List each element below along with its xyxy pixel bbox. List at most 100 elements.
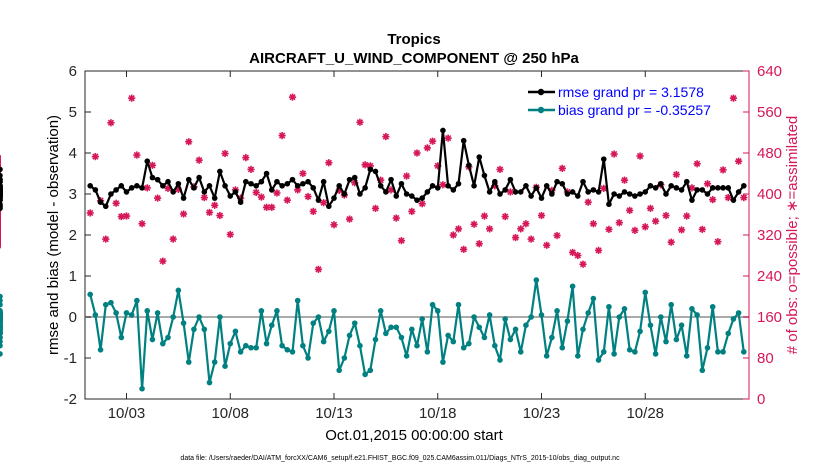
rmse-point bbox=[0, 203, 3, 210]
bias-point bbox=[632, 349, 638, 355]
obs-assimilated-marker bbox=[444, 134, 452, 142]
obs-star-stroke bbox=[330, 221, 338, 228]
rmse-point bbox=[154, 176, 161, 183]
rmse-point bbox=[341, 191, 348, 197]
bias-point bbox=[497, 357, 503, 363]
obs-assimilated-marker bbox=[242, 154, 250, 162]
rmse-point bbox=[191, 185, 197, 191]
bias-point bbox=[268, 322, 275, 329]
rmse-point bbox=[735, 189, 742, 195]
obs-star-stroke bbox=[444, 134, 452, 142]
bias-point bbox=[652, 351, 659, 357]
obs-assimilated-marker bbox=[574, 251, 582, 260]
obs-assimilated-marker bbox=[200, 193, 208, 202]
obs-assimilated-marker bbox=[714, 238, 722, 246]
obs-star-stroke bbox=[740, 194, 747, 201]
bias-point bbox=[476, 324, 483, 331]
bias-point bbox=[673, 336, 680, 343]
bias-point bbox=[305, 355, 311, 361]
bias-point bbox=[388, 324, 394, 331]
y-axis-label: rmse and bias (model - observation) bbox=[45, 115, 62, 355]
bias-point bbox=[569, 283, 576, 290]
obs-assimilated-marker bbox=[646, 204, 655, 212]
obs-assimilated-marker bbox=[667, 238, 675, 246]
obs-assimilated-marker bbox=[709, 196, 717, 204]
rmse-point bbox=[414, 197, 420, 203]
obs-star-stroke bbox=[284, 196, 291, 204]
obs-assimilated-marker bbox=[610, 150, 618, 158]
obs-star-stroke bbox=[304, 193, 312, 200]
bias-point bbox=[310, 320, 317, 326]
obs-assimilated-marker bbox=[299, 169, 307, 178]
chart-subtitle: AIRCRAFT_U_WIND_COMPONENT @ 250 hPa bbox=[249, 50, 579, 67]
rmse-point bbox=[149, 174, 156, 181]
rmse-point bbox=[274, 178, 280, 185]
obs-assimilated-marker bbox=[631, 226, 639, 234]
obs-assimilated-marker bbox=[475, 240, 483, 248]
rmse-point bbox=[621, 189, 628, 195]
bias-point bbox=[196, 314, 202, 320]
y-tick-label: -1 bbox=[64, 350, 77, 367]
obs-star-stroke bbox=[242, 154, 249, 161]
bias-point bbox=[549, 334, 555, 341]
bias-point bbox=[434, 308, 441, 314]
rmse-point bbox=[704, 191, 711, 197]
rmse-point bbox=[652, 185, 659, 191]
obs-star-stroke bbox=[476, 240, 483, 247]
obs-star-stroke bbox=[211, 202, 218, 209]
plot-area bbox=[84, 70, 750, 400]
obs-star-stroke bbox=[693, 160, 701, 167]
bias-point bbox=[538, 312, 545, 318]
bias-point bbox=[533, 277, 540, 283]
rmse-point bbox=[398, 180, 405, 187]
obs-star-stroke bbox=[144, 184, 151, 192]
rmse-point bbox=[310, 185, 317, 191]
obs-star-stroke bbox=[128, 95, 135, 102]
bias-point bbox=[134, 297, 140, 304]
rmse-point bbox=[481, 172, 488, 179]
obs-star-stroke bbox=[315, 266, 322, 273]
obs-assimilated-marker bbox=[418, 200, 426, 208]
obs-assimilated-marker bbox=[309, 207, 317, 216]
obs-star-stroke bbox=[278, 132, 286, 139]
bias-point bbox=[466, 340, 472, 347]
rmse-point bbox=[305, 178, 311, 185]
rmse-point bbox=[606, 201, 612, 208]
obs-star-stroke bbox=[201, 194, 208, 201]
bias-point bbox=[154, 310, 161, 316]
bias-point bbox=[0, 351, 3, 357]
obs-star-stroke bbox=[419, 200, 426, 207]
bias-point bbox=[575, 353, 581, 359]
y2-axis-label: # of obs: o=possible; ∗=assimilated bbox=[784, 116, 801, 355]
rmse-point bbox=[227, 193, 234, 199]
bias-point bbox=[585, 310, 591, 316]
bias-point bbox=[694, 312, 700, 318]
rmse-point bbox=[538, 195, 545, 201]
obs-assimilated-marker bbox=[558, 164, 566, 172]
bias-point bbox=[512, 326, 519, 333]
rmse-point bbox=[128, 185, 135, 191]
obs-star-stroke bbox=[112, 200, 120, 207]
obs-assimilated-marker bbox=[159, 257, 167, 265]
rmse-point bbox=[486, 189, 493, 195]
rmse-point bbox=[175, 180, 182, 187]
bias-point bbox=[419, 316, 425, 322]
obs-star-stroke bbox=[123, 212, 130, 220]
bias-point bbox=[362, 371, 368, 378]
x-tick-label: 10/28 bbox=[626, 405, 664, 422]
obs-star-stroke bbox=[273, 189, 281, 197]
obs-assimilated-marker bbox=[86, 209, 94, 217]
obs-assimilated-marker bbox=[527, 235, 535, 243]
bias-point bbox=[253, 344, 259, 351]
y2-tick-label: 560 bbox=[757, 104, 782, 121]
bias-point bbox=[294, 297, 301, 304]
rmse-point bbox=[118, 183, 125, 189]
bias-point bbox=[528, 314, 534, 320]
rmse-point bbox=[419, 195, 425, 201]
obs-star-stroke bbox=[585, 199, 592, 206]
obs-assimilated-marker bbox=[179, 210, 188, 218]
bias-point bbox=[351, 320, 358, 326]
obs-assimilated-marker bbox=[257, 193, 265, 201]
bias-point bbox=[741, 349, 747, 355]
obs-star-stroke bbox=[372, 205, 379, 212]
